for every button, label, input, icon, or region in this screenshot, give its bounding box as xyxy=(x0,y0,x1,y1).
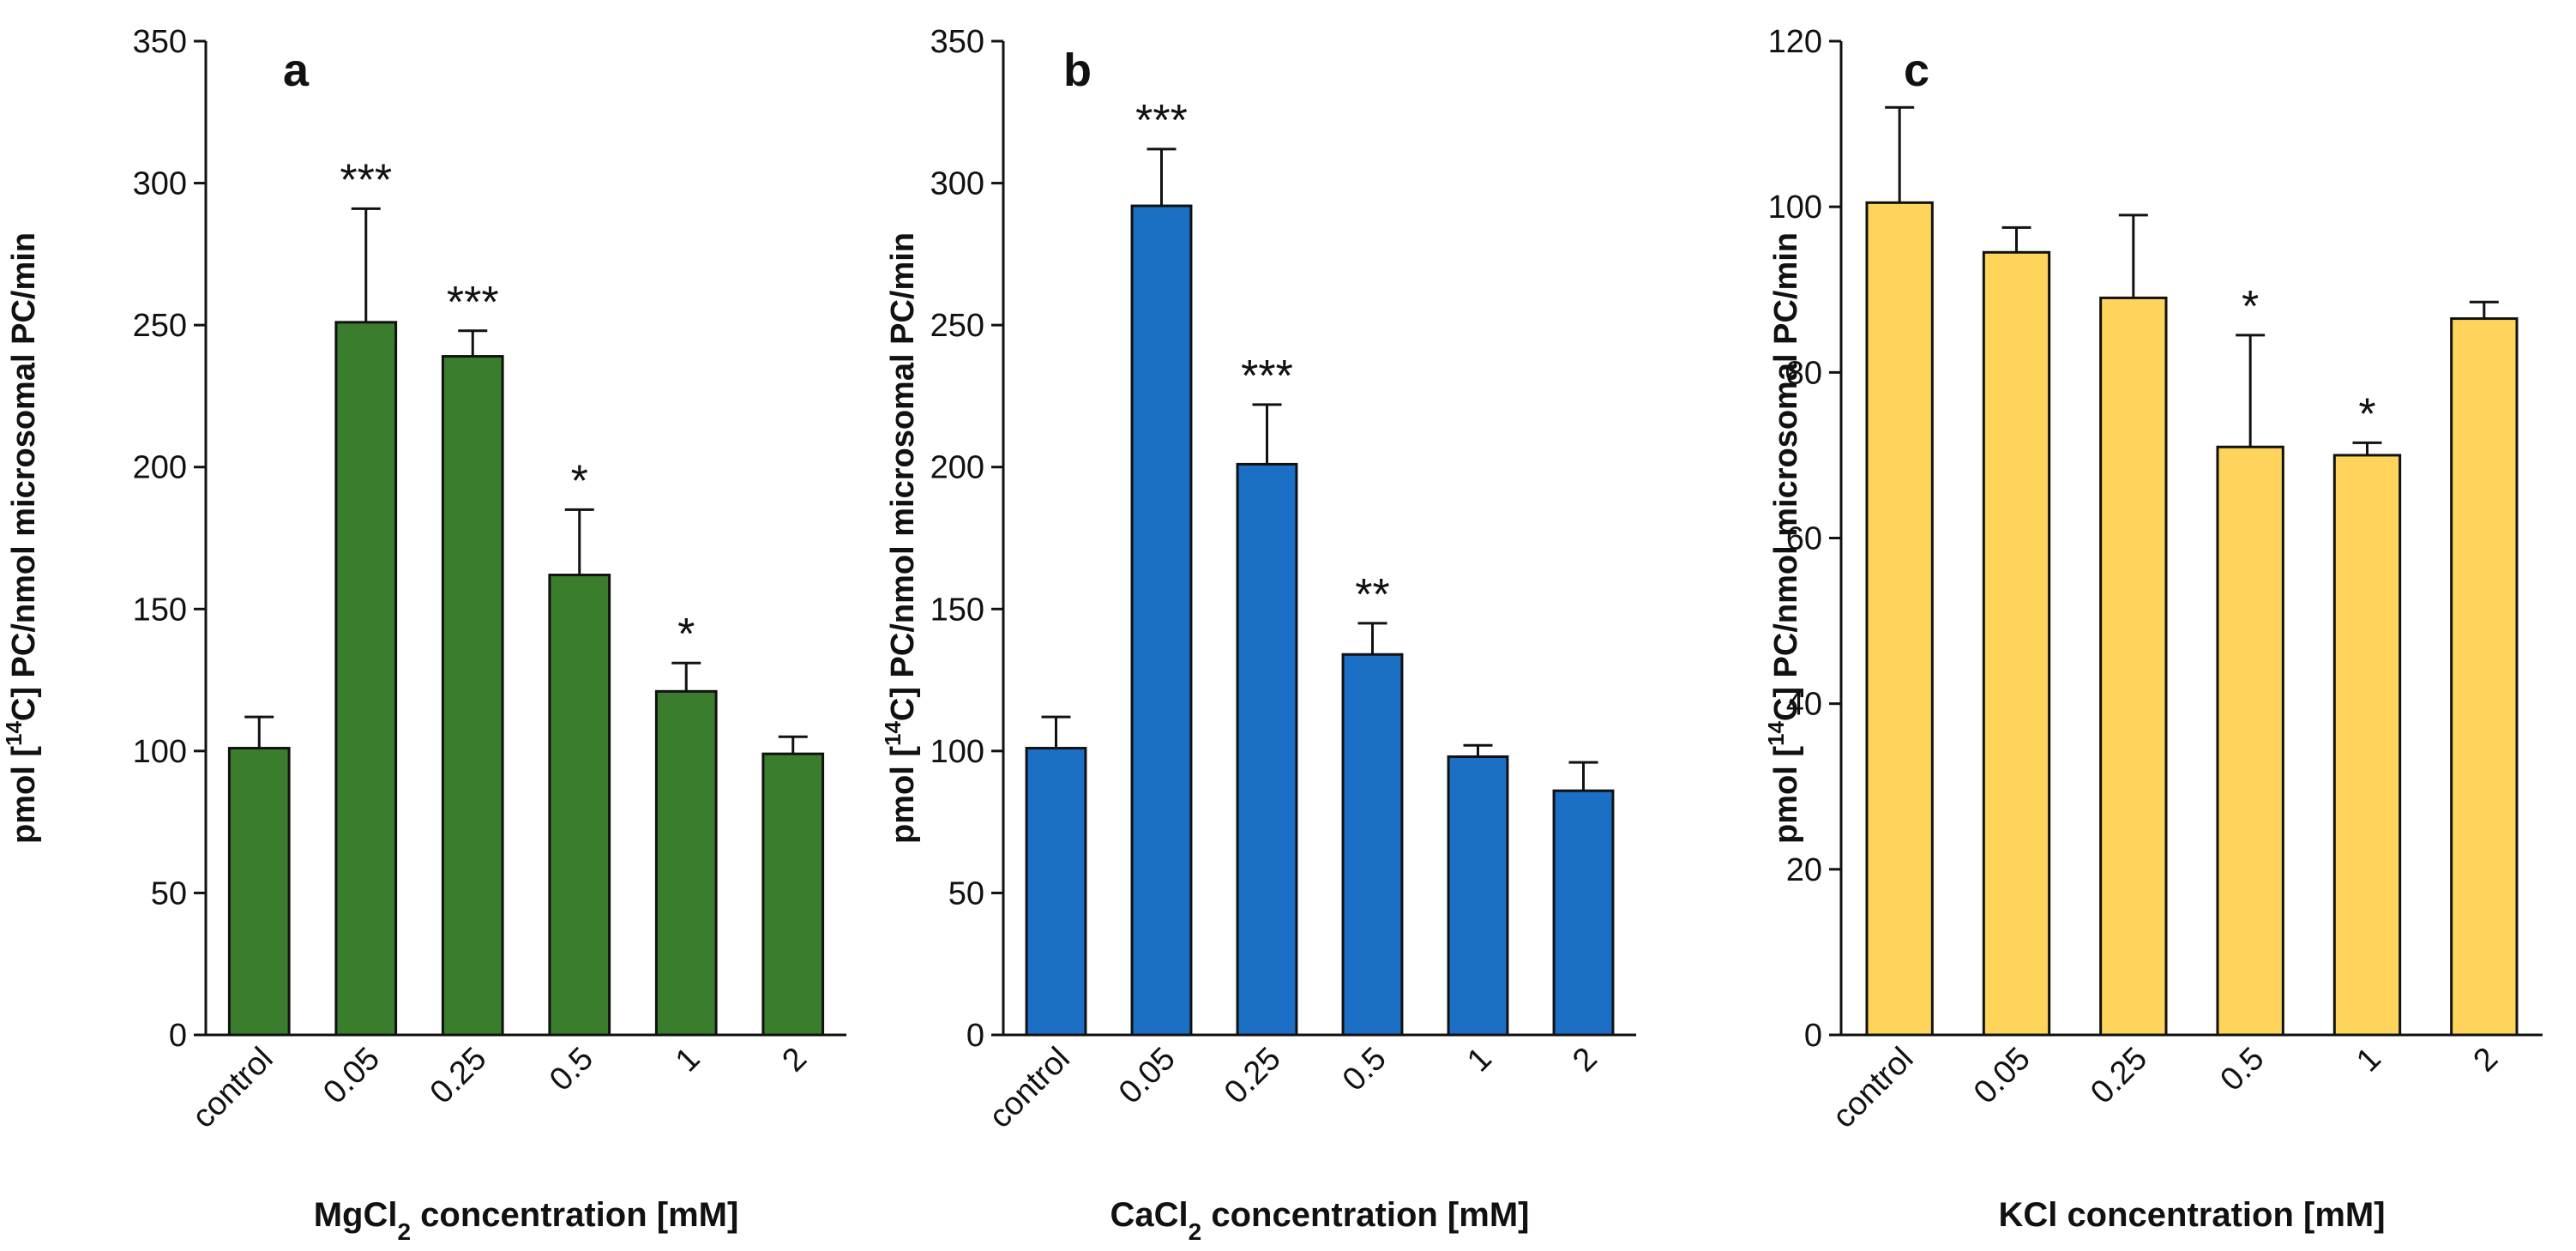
y-tick-label: 20 xyxy=(1786,852,1822,888)
x-axis-label-text: concentration [mM] xyxy=(1201,1196,1529,1234)
x-tick-label: 0.25 xyxy=(1218,1041,1288,1111)
x-axis-label-text: MgCl xyxy=(314,1196,398,1234)
y-tick-label: 40 xyxy=(1786,687,1822,723)
bar xyxy=(654,689,718,1037)
x-axis-label-subscript: 2 xyxy=(397,1218,411,1245)
y-tick-label: 60 xyxy=(1786,521,1822,557)
y-axis-label-superscript: 14 xyxy=(1,721,27,746)
x-axis-label-text: concentration [mM] xyxy=(411,1196,738,1234)
x-tick-label: 0.25 xyxy=(424,1041,494,1111)
x-tick-label: 1 xyxy=(1460,1041,1499,1080)
chart-panel-c: 0 20 40 60 80 100 120 control 0.05 0.25 * 0.5 * 1 2 c pm… xyxy=(1763,24,2543,1234)
significance-marker: * xyxy=(2358,389,2375,439)
bar xyxy=(1552,789,1615,1037)
panel-label: c xyxy=(1904,45,1929,96)
x-tick-label: 1 xyxy=(2350,1041,2388,1080)
x-tick-label: 2 xyxy=(2467,1041,2506,1080)
x-tick-label: 2 xyxy=(1566,1041,1604,1080)
y-tick-label: 100 xyxy=(930,734,984,770)
y-tick-label: 100 xyxy=(1768,189,1822,226)
y-axis-label-text: pmol [ xyxy=(885,746,921,844)
x-axis-label: KCl concentration [mM] xyxy=(1998,1196,2385,1234)
y-axis-label: pmol [14C] PC/nmol microsomal PC/min xyxy=(1,232,42,844)
bar xyxy=(1236,462,1298,1037)
bar xyxy=(1130,204,1193,1037)
y-tick-label: 150 xyxy=(133,592,187,628)
x-tick-label: 2 xyxy=(775,1041,814,1080)
bar xyxy=(334,321,398,1037)
y-axis-label: pmol [14C] PC/nmol microsomal PC/min xyxy=(880,232,921,844)
bar xyxy=(1865,201,1934,1037)
y-tick-label: 350 xyxy=(930,24,984,60)
bar xyxy=(1341,653,1404,1037)
x-tick-label: 0.25 xyxy=(2084,1041,2154,1111)
y-tick-label: 300 xyxy=(930,166,984,202)
y-tick-label: 250 xyxy=(930,308,984,344)
y-tick-label: 200 xyxy=(930,450,984,486)
y-tick-label: 100 xyxy=(133,734,187,770)
y-tick-label: 250 xyxy=(133,308,187,344)
x-tick-label: 0.05 xyxy=(1112,1041,1183,1111)
y-axis-label-superscript: 14 xyxy=(880,721,906,746)
y-tick-label: 350 xyxy=(133,24,187,60)
y-axis-label-superscript: 14 xyxy=(1763,721,1789,746)
y-axis-label-text: pmol [ xyxy=(1768,746,1804,844)
x-axis-label: CaCl2 concentration [mM] xyxy=(1110,1196,1530,1245)
chart-panel-a: 0 50 100 150 200 250 300 350 control *** 0.05 *** 0.… xyxy=(1,24,846,1245)
bar xyxy=(2216,445,2284,1037)
bar xyxy=(1447,755,1509,1037)
bar xyxy=(227,747,291,1037)
y-axis-label-text: C] PC/nmol microsomal PC/min xyxy=(885,232,921,721)
y-tick-label: 300 xyxy=(133,166,187,202)
x-axis-label-text: KCl concentration [mM] xyxy=(1998,1196,2385,1234)
significance-marker: ** xyxy=(1355,570,1389,620)
y-axis-label-text: C] PC/nmol microsomal PC/min xyxy=(1768,232,1804,721)
bar xyxy=(761,752,825,1037)
bar xyxy=(2450,317,2519,1037)
panel-label: b xyxy=(1063,45,1092,96)
y-axis-label-text: C] PC/nmol microsomal PC/min xyxy=(6,232,42,721)
bar xyxy=(441,355,504,1037)
y-tick-label: 80 xyxy=(1786,355,1822,391)
y-tick-label: 0 xyxy=(966,1018,984,1054)
y-tick-label: 50 xyxy=(151,875,187,911)
significance-marker: * xyxy=(571,456,588,506)
significance-marker: *** xyxy=(340,155,392,205)
bar xyxy=(2332,454,2402,1037)
bar xyxy=(1025,747,1087,1037)
y-tick-label: 0 xyxy=(169,1018,187,1054)
x-tick-label: 0.05 xyxy=(1967,1041,2037,1111)
y-axis-label: pmol [14C] PC/nmol microsomal PC/min xyxy=(1763,232,1804,844)
x-axis-label-subscript: 2 xyxy=(1189,1218,1202,1245)
bar xyxy=(1982,250,2051,1037)
x-axis-label: MgCl2 concentration [mM] xyxy=(314,1196,739,1245)
y-tick-label: 150 xyxy=(930,592,984,628)
chart-panel-b: 0 50 100 150 200 250 300 350 control *** 0.05 *** 0.… xyxy=(880,24,1636,1245)
x-tick-label: 0.5 xyxy=(2213,1041,2271,1098)
bar xyxy=(548,574,611,1037)
y-tick-label: 200 xyxy=(133,450,187,486)
significance-marker: *** xyxy=(1241,352,1293,401)
y-axis-label-text: pmol [ xyxy=(6,746,42,844)
significance-marker: *** xyxy=(1135,96,1188,146)
x-tick-label: 1 xyxy=(669,1041,707,1080)
x-tick-label: control xyxy=(1826,1041,1920,1135)
y-tick-label: 0 xyxy=(1804,1018,1822,1054)
x-tick-label: 0.05 xyxy=(316,1041,387,1111)
significance-marker: * xyxy=(677,610,695,659)
significance-marker: * xyxy=(2242,282,2259,332)
x-axis-label-text: CaCl xyxy=(1110,1196,1189,1234)
x-tick-label: 0.5 xyxy=(1336,1041,1393,1098)
panel-label: a xyxy=(283,45,310,96)
y-tick-label: 50 xyxy=(948,875,984,911)
x-tick-label: control xyxy=(185,1041,280,1135)
bar xyxy=(2099,296,2168,1037)
y-tick-label: 120 xyxy=(1768,24,1822,60)
significance-marker: *** xyxy=(447,278,499,328)
x-tick-label: control xyxy=(983,1041,1077,1135)
x-tick-label: 0.5 xyxy=(543,1041,600,1098)
